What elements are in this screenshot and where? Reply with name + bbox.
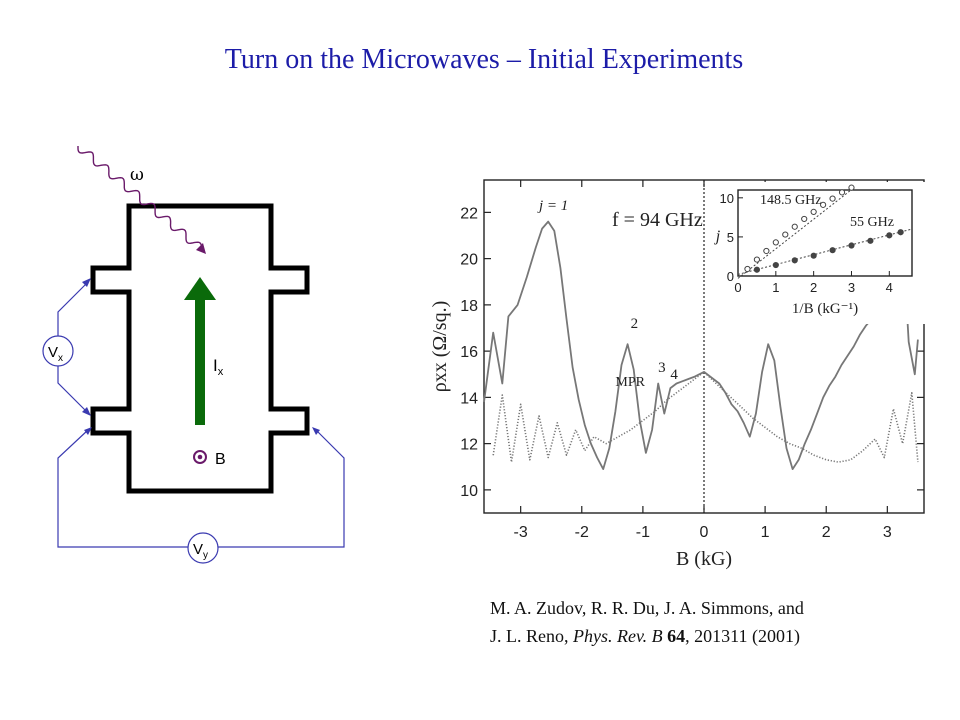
x-tick-label: -2 — [575, 524, 589, 541]
y-tick-label: 12 — [460, 437, 478, 454]
peak-annotation: 4 — [670, 367, 678, 383]
y-tick-label: 16 — [460, 344, 478, 361]
inset-data-point — [829, 247, 836, 254]
y-axis-label: ρxx (Ω/sq.) — [429, 301, 451, 393]
inset-data-point — [791, 257, 798, 264]
inset-data-point — [829, 195, 836, 202]
inset-data-point — [838, 189, 846, 196]
inset-y-tick-label: 10 — [720, 191, 734, 206]
inset-data-point — [801, 215, 808, 223]
inset-fit-line — [737, 228, 913, 275]
inset-x-tick-label: 1 — [772, 280, 779, 295]
x-tick-label: 0 — [700, 524, 709, 541]
inset-data-point — [897, 229, 904, 236]
inset-x-tick-label: 4 — [886, 280, 893, 295]
x-tick-label: 3 — [883, 524, 892, 541]
series-line-solid — [483, 220, 919, 471]
inset-data-point — [886, 232, 893, 239]
citation-line-1: M. A. Zudov, R. R. Du, J. A. Simmons, an… — [490, 598, 804, 618]
field-dot-icon — [197, 454, 203, 460]
inset-data-point — [772, 261, 779, 269]
vy-wiring — [57, 429, 345, 548]
vy-arrow-left-icon — [84, 427, 92, 435]
y-tick-label: 14 — [460, 390, 478, 407]
inset-x-tick-label: 0 — [734, 280, 741, 295]
x-axis-label: B (kG) — [676, 548, 732, 570]
inset-y-axis-label: j — [714, 228, 721, 245]
inset-series-label: 55 GHz — [850, 215, 894, 230]
citation-journal: Phys. Rev. B — [573, 626, 663, 646]
inset-data-point — [848, 184, 855, 191]
vx-arrow-bottom-icon — [82, 407, 91, 416]
hall-bar-outline — [90, 203, 310, 494]
peak-annotation: 3 — [658, 360, 666, 376]
field-out-of-plane-icon — [193, 450, 207, 464]
frequency-label: f = 94 GHz — [612, 209, 703, 231]
x-tick-label: -1 — [636, 524, 650, 541]
slide-title: Turn on the Microwaves – Initial Experim… — [224, 44, 744, 75]
vy-label: Vy — [193, 541, 208, 561]
vx-label: Vx — [48, 344, 63, 364]
inset-data-point — [744, 265, 751, 273]
inset-frame — [737, 189, 913, 277]
current-arrow-shaft — [195, 298, 205, 425]
citation: M. A. Zudov, R. R. Du, J. A. Simmons, an… — [490, 594, 804, 650]
x-tick-label: -3 — [514, 524, 528, 541]
inset-data-point — [753, 256, 761, 263]
field-label: B — [215, 451, 226, 468]
vx-meter — [42, 335, 74, 367]
inset-x-tick-label: 2 — [810, 280, 817, 295]
inset-x-tick-label: 3 — [848, 280, 855, 295]
y-tick-label: 18 — [460, 298, 478, 315]
vx-arrow-top-icon — [82, 278, 91, 287]
vy-arrow-right-icon — [312, 427, 320, 435]
x-tick-label: 2 — [822, 524, 831, 541]
microwave-wave — [77, 146, 203, 247]
current-label: Ix — [213, 356, 224, 378]
inset-background — [708, 182, 926, 324]
peak-annotation: 2 — [631, 316, 639, 332]
current-arrow-head — [184, 277, 216, 300]
y-tick-label: 20 — [460, 252, 478, 269]
microwave-arrowhead — [196, 243, 206, 254]
series-line-dotted — [492, 371, 919, 463]
inset-data-point — [810, 252, 817, 259]
inset-series-label: 148.5 GHz — [760, 193, 821, 208]
y-tick-label: 10 — [460, 483, 478, 500]
omega-label: ω — [130, 165, 144, 185]
y-tick-label: 22 — [460, 205, 478, 222]
inset-data-point — [848, 242, 855, 249]
inset-data-point — [867, 237, 874, 244]
inset-data-point — [753, 266, 761, 273]
citation-line-2: J. L. Reno, Phys. Rev. B 64, 201311 (200… — [490, 626, 800, 646]
inset-data-point — [820, 201, 827, 208]
vx-wiring — [57, 281, 89, 413]
inset-data-point — [772, 239, 779, 246]
peak-annotation: j = 1 — [537, 198, 568, 214]
inset-x-axis-label: 1/B (kG⁻¹) — [792, 301, 858, 317]
x-tick-label: 1 — [761, 524, 770, 541]
inset-data-point — [810, 208, 817, 215]
inset-data-point — [763, 247, 770, 255]
citation-volume: 64 — [667, 626, 686, 646]
inset-data-point — [791, 223, 798, 230]
inset-y-tick-label: 5 — [727, 230, 734, 245]
inset-data-point — [782, 231, 789, 238]
vy-meter — [187, 532, 219, 564]
peak-annotation: MPR — [615, 375, 645, 390]
inset-y-tick-label: 0 — [727, 269, 734, 284]
